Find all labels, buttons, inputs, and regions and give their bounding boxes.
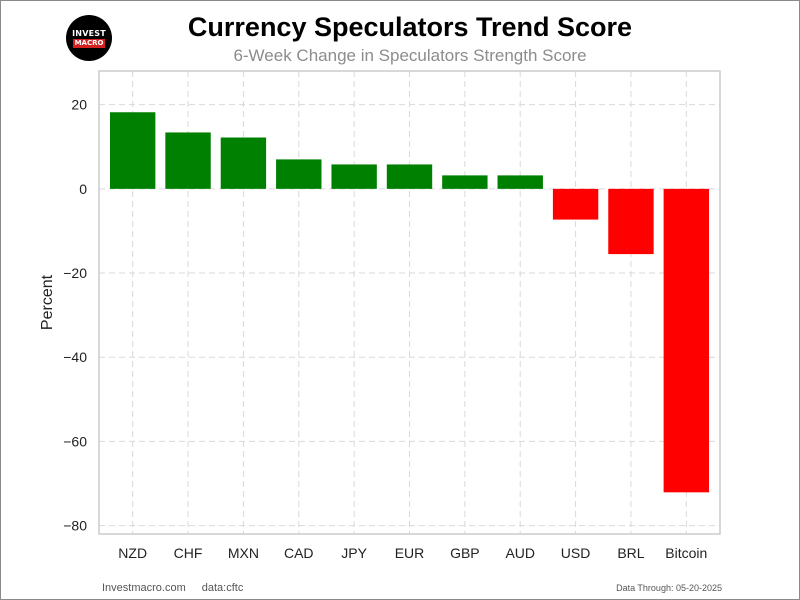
bar-gbp bbox=[442, 175, 488, 189]
x-tick-label: CAD bbox=[284, 545, 314, 561]
y-tick-label: −40 bbox=[63, 349, 87, 365]
bar-aud bbox=[497, 175, 543, 189]
logo-line-2: MACRO bbox=[72, 38, 106, 48]
y-tick-label: 20 bbox=[71, 97, 87, 113]
x-tick-label: NZD bbox=[118, 545, 147, 561]
y-axis-label: Percent bbox=[39, 274, 56, 330]
x-tick-label: CHF bbox=[174, 545, 203, 561]
x-tick-label: MXN bbox=[228, 545, 259, 561]
bar-mxn bbox=[220, 137, 267, 189]
footer-source: Investmacro.com data:cftc bbox=[102, 582, 243, 594]
bar-cad bbox=[276, 159, 322, 189]
x-tick-label: BRL bbox=[617, 545, 644, 561]
plot-border bbox=[98, 70, 721, 535]
bar-eur bbox=[386, 164, 433, 189]
x-tick-label: AUD bbox=[505, 545, 535, 561]
investmacro-logo: INVEST MACRO bbox=[66, 15, 112, 61]
bar-chf bbox=[165, 132, 211, 189]
x-tick-label: GBP bbox=[450, 545, 480, 561]
x-tick-label: EUR bbox=[395, 545, 425, 561]
x-tick-label: JPY bbox=[341, 545, 367, 561]
y-tick-label: −80 bbox=[63, 518, 87, 534]
footer-data-through: Data Through: 05-20-2025 bbox=[616, 583, 722, 593]
x-tick-label: Bitcoin bbox=[665, 545, 707, 561]
x-tick-label: USD bbox=[561, 545, 591, 561]
footer-site: Investmacro.com bbox=[102, 582, 186, 594]
footer-data-source: data:cftc bbox=[201, 582, 244, 594]
bar-jpy bbox=[331, 164, 377, 189]
chart-title: Currency Speculators Trend Score bbox=[187, 12, 633, 42]
bar-brl bbox=[608, 188, 654, 255]
bar-nzd bbox=[109, 112, 156, 189]
chart-subtitle: 6-Week Change in Speculators Strength Sc… bbox=[233, 46, 587, 65]
logo-line-1: INVEST bbox=[72, 28, 106, 38]
bar-usd bbox=[552, 188, 599, 220]
y-tick-label: 0 bbox=[79, 181, 87, 197]
y-tick-label: −60 bbox=[63, 433, 87, 449]
y-tick-label: −20 bbox=[63, 265, 87, 281]
bar-bitcoin bbox=[663, 188, 710, 493]
